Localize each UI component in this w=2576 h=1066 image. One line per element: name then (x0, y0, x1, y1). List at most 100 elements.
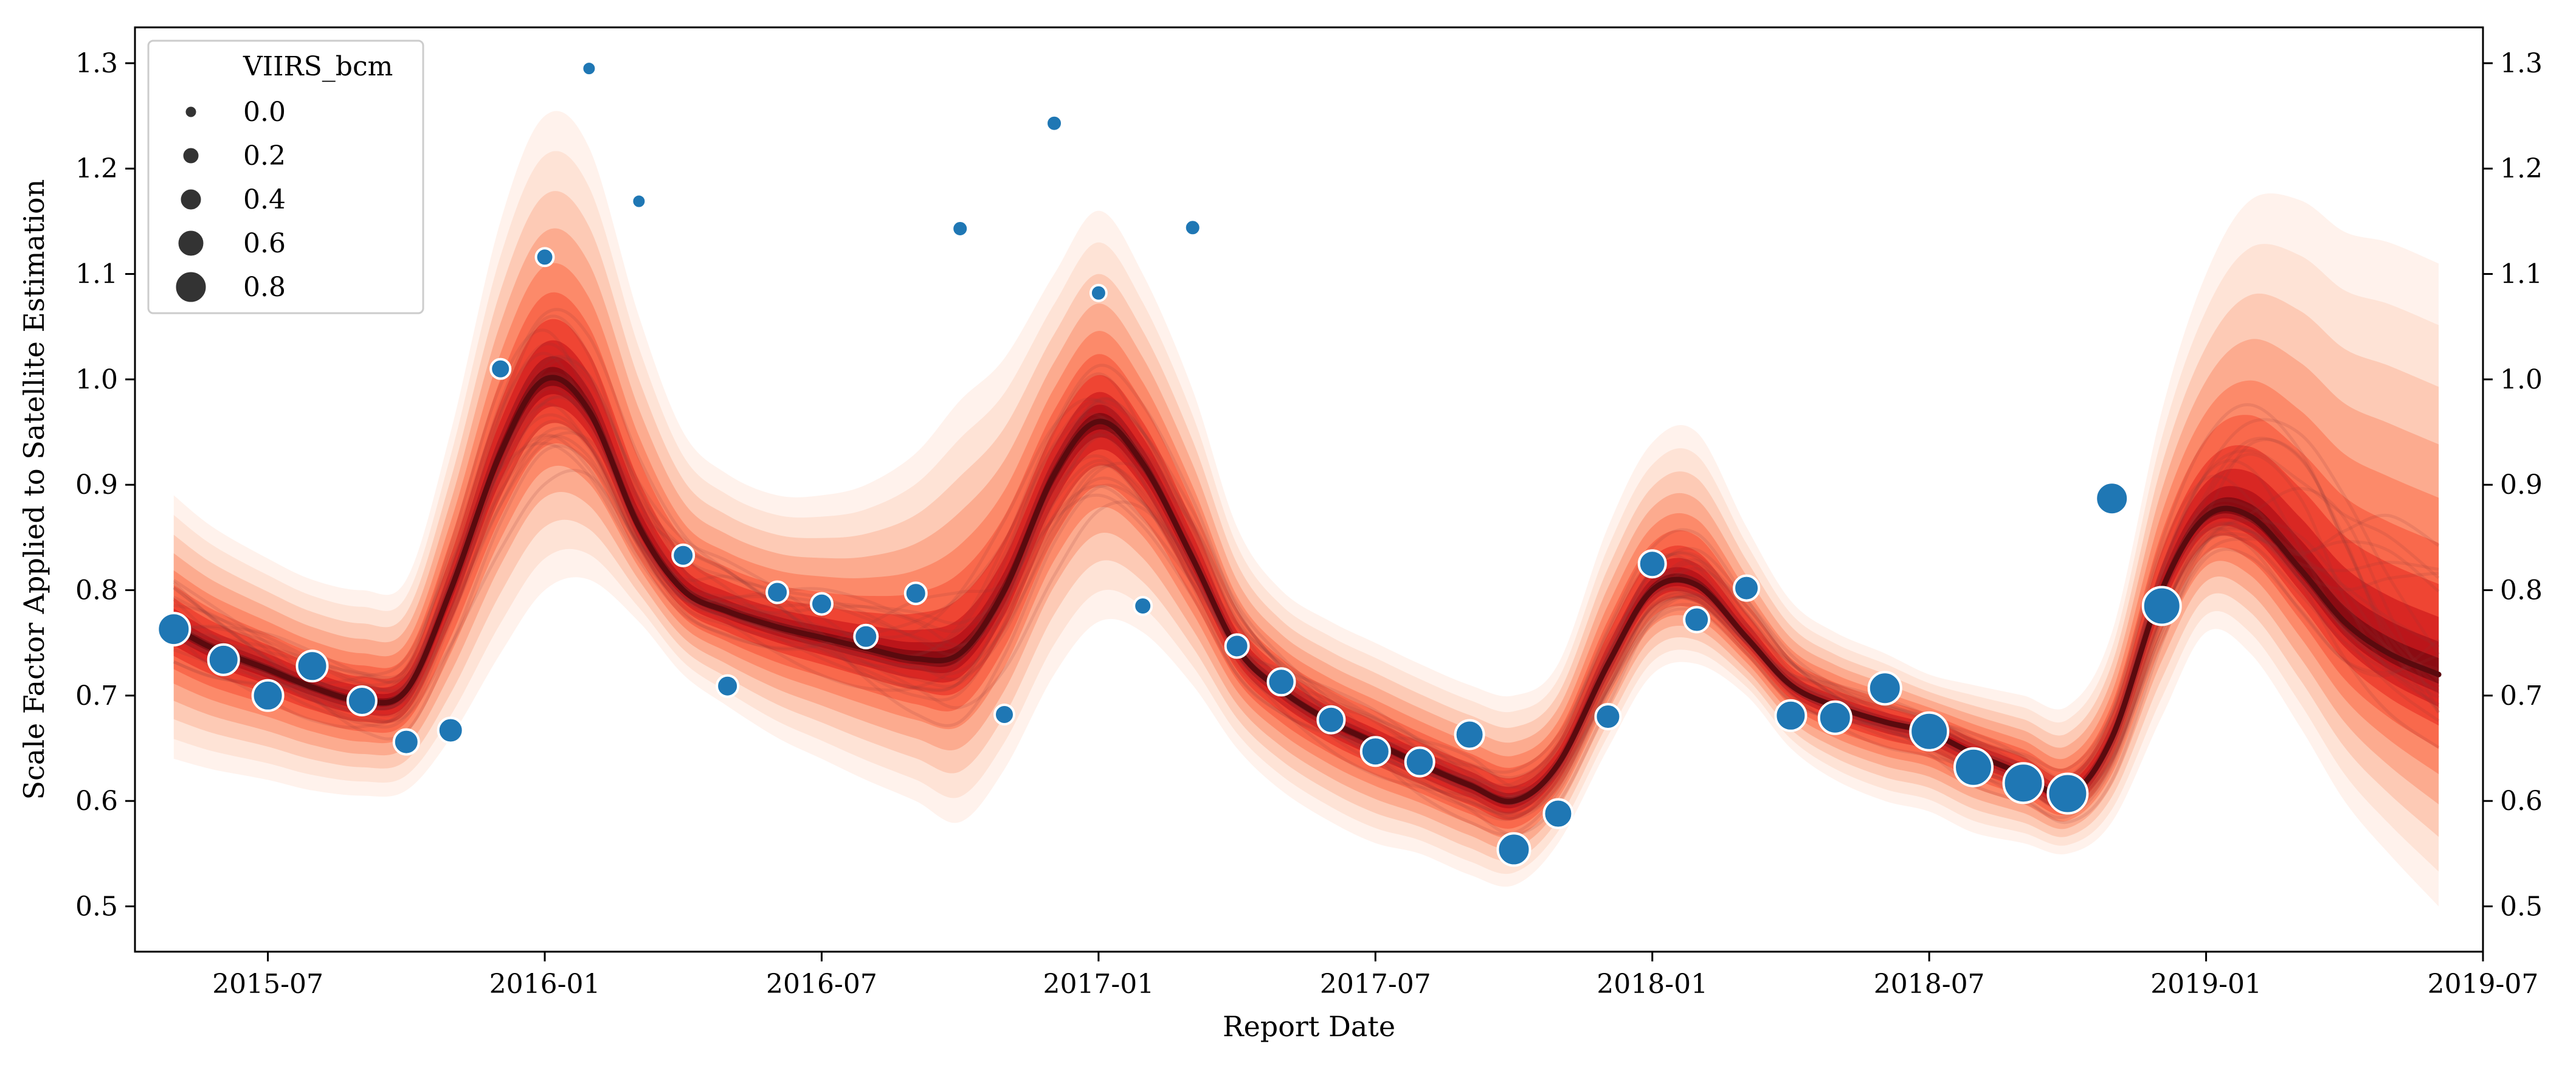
scatter-point-33 (1683, 606, 1711, 634)
y-tick-label-left-6: 1.1 (75, 259, 118, 290)
y-tick-label-left-1: 0.6 (75, 786, 118, 817)
scatter-point-18 (993, 704, 1015, 725)
legend-box (147, 40, 424, 314)
x-tick-label-4: 2017-07 (1320, 969, 1431, 1000)
legend: VIIRS_bcm 0.0 0.2 0.4 0.6 0.8 (147, 40, 424, 314)
sample-curve-7 (173, 328, 2440, 774)
plot-frame (134, 26, 2484, 953)
sample-curve-6 (173, 431, 2440, 816)
y-axis-label: Scale Factor Applied to Satellite Estima… (18, 179, 50, 800)
legend-label-3: 0.6 (243, 228, 286, 259)
scatter-point-31 (1594, 703, 1622, 730)
legend-title: VIIRS_bcm (243, 51, 393, 82)
scatter-point-39 (1953, 747, 1994, 787)
legend-marker-3 (176, 229, 205, 258)
y-tick-label-right-5: 1.0 (2500, 364, 2543, 395)
scatter-points-layer (156, 60, 2182, 867)
scatter-point-37 (1867, 671, 1902, 706)
y-axis-left: 0.5 0.6 0.7 0.8 0.9 1.0 1.1 1.2 1.3 (75, 48, 135, 922)
y-tick-label-left-0: 0.5 (75, 891, 118, 922)
legend-label-1: 0.2 (243, 140, 286, 171)
x-tick-label-5: 2018-01 (1597, 969, 1708, 1000)
scatter-point-22 (1183, 218, 1202, 237)
sample-curve-14 (173, 355, 2440, 799)
y-tick-label-left-2: 0.7 (75, 680, 118, 711)
x-tick-label-0: 2015-07 (212, 969, 323, 1000)
legend-label-0: 0.0 (243, 97, 286, 128)
scatter-point-29 (1496, 832, 1531, 867)
scatter-point-8 (534, 247, 555, 268)
scatter-point-27 (1404, 746, 1435, 778)
scatter-point-6 (437, 716, 464, 744)
legend-label-4: 0.8 (243, 272, 286, 303)
scatter-point-32 (1637, 549, 1667, 579)
y-tick-label-right-6: 1.1 (2500, 259, 2543, 290)
sample-curve-20 (173, 469, 2440, 836)
scatter-point-9 (581, 60, 598, 77)
scatter-point-40 (2002, 762, 2045, 805)
scatter-point-20 (1089, 283, 1108, 302)
y-tick-label-right-8: 1.3 (2500, 48, 2543, 79)
legend-entries: 0.0 0.2 0.4 0.6 0.8 (174, 97, 286, 304)
scatter-point-25 (1316, 705, 1346, 735)
y-tick-label-left-4: 0.9 (75, 469, 118, 500)
y-tick-label-left-3: 0.8 (75, 575, 118, 606)
sample-curve-10 (173, 394, 2440, 822)
legend-marker-0 (184, 105, 198, 119)
scatter-point-30 (1542, 798, 1574, 829)
y-tick-label-right-0: 0.5 (2500, 891, 2543, 922)
y-axis-right: 0.5 0.6 0.7 0.8 0.9 1.0 1.1 1.2 1.3 (2483, 48, 2543, 922)
scatter-point-14 (810, 592, 834, 616)
x-tick-label-8: 2019-07 (2428, 969, 2539, 1000)
scatter-point-15 (853, 623, 879, 649)
x-tick-label-2: 2016-07 (766, 969, 877, 1000)
scatter-point-13 (765, 580, 790, 604)
scatter-point-16 (903, 581, 928, 606)
y-tick-label-left-8: 1.3 (75, 48, 118, 79)
scatter-point-24 (1266, 667, 1296, 697)
scatter-point-7 (489, 358, 512, 380)
y-tick-label-right-3: 0.8 (2500, 575, 2543, 606)
scatter-point-17 (951, 220, 970, 238)
x-axis-label: Report Date (1223, 1010, 1395, 1043)
x-tick-label-7: 2019-01 (2150, 969, 2262, 1000)
scatter-point-42 (2094, 481, 2130, 516)
x-tick-label-6: 2018-07 (1874, 969, 1985, 1000)
scatter-point-1 (207, 643, 240, 676)
scatter-point-35 (1774, 699, 1808, 732)
y-tick-label-right-7: 1.2 (2500, 153, 2543, 184)
scatter-point-28 (1454, 719, 1485, 750)
y-tick-label-right-1: 0.6 (2500, 786, 2543, 817)
x-tick-label-3: 2017-01 (1043, 969, 1154, 1000)
scatter-point-10 (630, 193, 647, 210)
uncertainty-band-7 (173, 340, 2439, 814)
y-tick-label-right-2: 0.7 (2500, 680, 2543, 711)
scatter-point-36 (1817, 700, 1853, 735)
legend-marker-4 (174, 270, 208, 304)
y-tick-label-left-5: 1.0 (75, 364, 118, 395)
scatter-point-19 (1045, 114, 1063, 133)
scatter-point-41 (2046, 772, 2089, 815)
y-tick-label-left-7: 1.2 (75, 153, 118, 184)
y-tick-label-right-4: 0.9 (2500, 469, 2543, 500)
x-axis: 2015-07 2016-01 2016-07 2017-01 2017-07 2018-… (212, 952, 2538, 1000)
scatter-point-38 (1909, 711, 1950, 752)
scatter-point-4 (346, 685, 378, 716)
scatter-point-12 (716, 674, 740, 698)
scatter-point-5 (392, 728, 420, 756)
scatter-point-43 (2141, 586, 2182, 626)
scatter-point-11 (671, 543, 696, 567)
scatter-point-0 (156, 612, 192, 647)
sample-curve-1 (173, 314, 2440, 801)
scatter-point-2 (251, 679, 285, 712)
sample-curve-4 (173, 444, 2440, 836)
legend-label-2: 0.4 (243, 184, 286, 215)
x-tick-label-1: 2016-01 (489, 969, 601, 1000)
scatter-point-26 (1359, 736, 1391, 767)
scatter-point-23 (1224, 633, 1250, 659)
scatter-point-3 (295, 649, 329, 683)
legend-marker-2 (179, 187, 203, 212)
scatter-point-21 (1133, 596, 1153, 616)
legend-marker-1 (181, 146, 201, 165)
